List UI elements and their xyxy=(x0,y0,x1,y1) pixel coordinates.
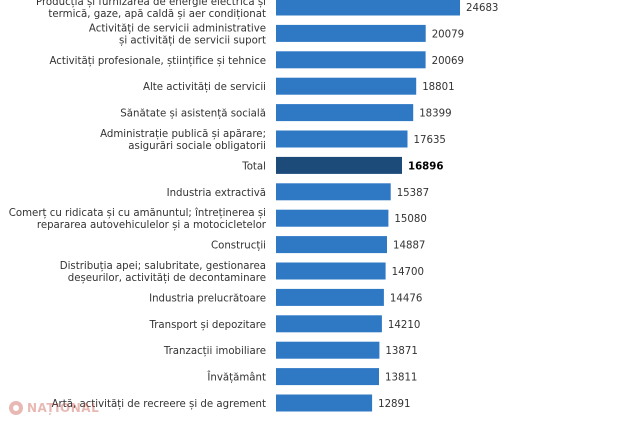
category-label: Industria prelucrătoare xyxy=(149,293,266,304)
value-label: 14210 xyxy=(388,320,420,331)
globe-icon xyxy=(9,401,23,415)
watermark-text: NAȚIONAL xyxy=(27,401,100,415)
category-label: Comerț cu ridicata și cu amănuntul; într… xyxy=(9,207,267,231)
bar xyxy=(276,315,382,333)
category-label: Distribuția apei; salubritate, gestionar… xyxy=(60,261,266,284)
bar xyxy=(276,394,373,412)
value-label: 14887 xyxy=(393,241,425,252)
bar xyxy=(276,51,426,69)
bar xyxy=(276,0,460,16)
watermark: NAȚIONAL xyxy=(8,398,99,418)
category-label: Activități profesionale, științifice și … xyxy=(49,56,266,67)
category-label: Alte activități de servicii xyxy=(143,82,266,93)
category-label: Administrație publică și apărare; asigură… xyxy=(100,129,266,152)
bar xyxy=(276,368,379,386)
value-label: 16896 xyxy=(408,161,443,172)
value-label: 18801 xyxy=(422,82,454,93)
category-label: Construcții xyxy=(211,241,266,252)
bar xyxy=(276,77,417,95)
category-label: Activități de servicii administrative și … xyxy=(89,23,266,46)
category-label: Transport și depozitare xyxy=(149,320,267,331)
bar xyxy=(276,24,426,42)
bar xyxy=(276,104,414,122)
category-label: Sănătate și asistență socială xyxy=(120,109,266,120)
value-label: 14476 xyxy=(390,293,422,304)
category-label: Industria extractivă xyxy=(167,188,266,199)
value-label: 17635 xyxy=(414,135,446,146)
value-label: 15080 xyxy=(394,214,426,225)
value-label: 15387 xyxy=(397,188,429,199)
value-label: 20069 xyxy=(432,56,464,67)
bar xyxy=(276,236,387,254)
category-label: Învățământ xyxy=(206,371,266,384)
value-label: 14700 xyxy=(392,267,424,278)
bar xyxy=(276,288,384,306)
category-label: Artă, activități de recreere și de agrem… xyxy=(52,399,266,410)
bar xyxy=(276,209,389,227)
bar xyxy=(276,341,380,359)
bar xyxy=(276,183,391,201)
bar xyxy=(276,130,408,148)
category-label: Producția și furnizarea de energie elect… xyxy=(36,0,266,20)
value-label: 13871 xyxy=(385,346,417,357)
category-label: Total xyxy=(241,161,266,172)
value-label: 12891 xyxy=(378,399,410,410)
value-label: 24683 xyxy=(466,3,498,14)
value-label: 18399 xyxy=(419,109,451,120)
bar xyxy=(276,262,386,280)
value-label: 20079 xyxy=(432,29,464,40)
category-label: Tranzacții imobiliare xyxy=(163,346,266,357)
bar xyxy=(276,156,402,174)
value-label: 13811 xyxy=(385,373,417,384)
